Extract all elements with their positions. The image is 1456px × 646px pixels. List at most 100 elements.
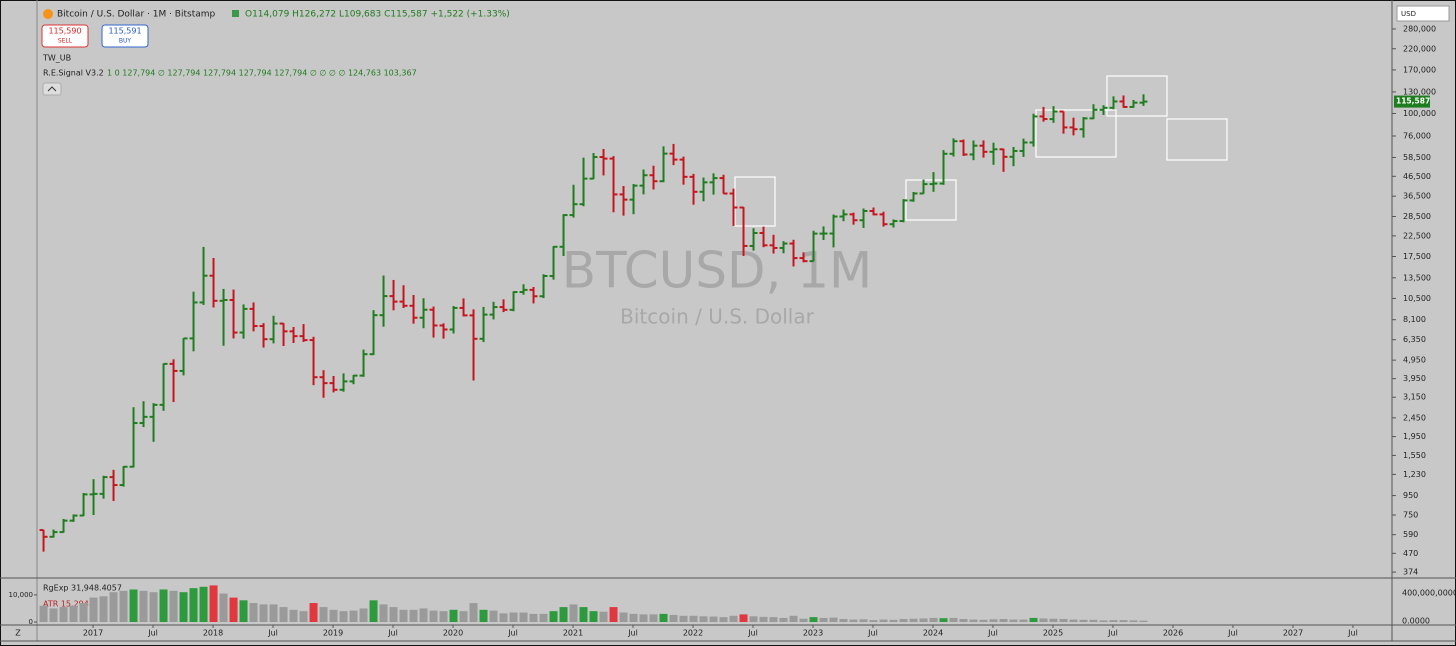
volume-bar bbox=[959, 619, 968, 622]
volume-bar bbox=[99, 596, 108, 622]
volume-bar bbox=[419, 608, 428, 622]
volume-bar bbox=[969, 619, 978, 622]
x-tick-label: 2027 bbox=[1283, 629, 1303, 638]
x-tick-label: 2023 bbox=[803, 629, 823, 638]
volume-bar bbox=[789, 615, 798, 622]
volume-bar bbox=[679, 615, 688, 622]
volume-bar bbox=[239, 600, 248, 622]
signal-name: R.E.Signal V3.2 bbox=[43, 69, 104, 78]
coin-icon bbox=[43, 9, 53, 19]
y-tick-label: 1,950 bbox=[1403, 432, 1426, 441]
volume-bar bbox=[429, 610, 438, 622]
volume-bar bbox=[659, 613, 668, 622]
y-tick-label: 28,500 bbox=[1403, 212, 1431, 221]
volume-bar bbox=[1029, 617, 1038, 622]
volume-bar bbox=[489, 610, 498, 622]
volume-bar bbox=[649, 614, 658, 622]
volume-bar bbox=[449, 609, 458, 622]
volume-bar bbox=[259, 604, 268, 622]
volume-bar bbox=[599, 611, 608, 622]
x-tick-label: Jul bbox=[507, 629, 518, 638]
volume-bar bbox=[1099, 620, 1108, 622]
x-tick-label: 2018 bbox=[203, 629, 223, 638]
volume-bar bbox=[699, 616, 708, 622]
x-tick-label: Jul bbox=[987, 629, 998, 638]
volume-bar bbox=[1129, 620, 1138, 622]
volume-bar bbox=[389, 607, 398, 622]
volume-bar bbox=[569, 604, 578, 622]
currency-select[interactable] bbox=[1396, 5, 1450, 22]
volume-bar bbox=[779, 617, 788, 622]
volume-bar bbox=[549, 611, 558, 622]
x-tick-label: 2024 bbox=[923, 629, 943, 638]
right-pane-tick: 400,000,0000 bbox=[1402, 589, 1456, 598]
volume-label: RgExp 31,948.4057 bbox=[43, 584, 122, 593]
volume-bar bbox=[189, 588, 198, 622]
price-marker bbox=[1394, 95, 1430, 108]
volume-bar bbox=[299, 611, 308, 622]
volume-bar bbox=[499, 613, 508, 622]
volume-bar bbox=[559, 607, 568, 622]
volume-bar bbox=[769, 617, 778, 622]
volume-bar bbox=[759, 616, 768, 622]
volume-bar bbox=[149, 592, 158, 622]
range-box bbox=[1166, 118, 1228, 161]
x-tick-label: Jul bbox=[1227, 629, 1238, 638]
range-box bbox=[1035, 109, 1117, 158]
y-tick-label: 3,950 bbox=[1403, 374, 1426, 383]
volume-bar bbox=[159, 589, 168, 622]
volume-bar bbox=[459, 611, 468, 622]
y-tick-label: 170,000 bbox=[1403, 65, 1436, 74]
volume-bar bbox=[669, 614, 678, 622]
volume-bar bbox=[59, 607, 68, 622]
x-tick-label: 2022 bbox=[683, 629, 703, 638]
y-tick-label: 22,500 bbox=[1403, 231, 1431, 240]
volume-bar bbox=[169, 590, 178, 622]
volume-bar bbox=[229, 597, 238, 622]
y-tick-label: 2,450 bbox=[1403, 413, 1426, 422]
y-tick-label: 1,230 bbox=[1403, 470, 1426, 479]
volume-bar bbox=[39, 605, 48, 622]
volume-bar bbox=[509, 612, 518, 622]
y-tick-label: 76,000 bbox=[1403, 131, 1431, 140]
volume-bar bbox=[799, 618, 808, 622]
x-tick-label: 2025 bbox=[1043, 629, 1063, 638]
volume-bar bbox=[899, 619, 908, 622]
volume-tick-label: 0 bbox=[29, 618, 33, 626]
volume-bar bbox=[1009, 619, 1018, 622]
volume-bar bbox=[109, 592, 118, 622]
volume-bar bbox=[1049, 618, 1058, 622]
volume-bar bbox=[219, 593, 228, 622]
buy-button[interactable] bbox=[101, 24, 149, 48]
volume-bar bbox=[379, 604, 388, 622]
volume-bar bbox=[1119, 620, 1128, 622]
volume-bar bbox=[369, 600, 378, 622]
volume-bar bbox=[309, 603, 318, 622]
x-tick-label: Jul bbox=[867, 629, 878, 638]
y-tick-label: 8,100 bbox=[1403, 315, 1426, 324]
x-tick-label: Jul bbox=[1347, 629, 1358, 638]
volume-bar bbox=[69, 605, 78, 622]
x-tick-label: 2019 bbox=[323, 629, 343, 638]
collapse-button[interactable] bbox=[42, 82, 62, 96]
volume-bar bbox=[909, 618, 918, 622]
volume-bar bbox=[919, 618, 928, 622]
y-tick-label: 3,150 bbox=[1403, 393, 1426, 402]
volume-bar bbox=[939, 618, 948, 622]
x-tick-label: Jul bbox=[1107, 629, 1118, 638]
volume-bar bbox=[609, 607, 618, 622]
volume-bar bbox=[269, 604, 278, 622]
symbol-title: Bitcoin / U.S. Dollar · 1M · Bitstamp bbox=[57, 10, 216, 20]
y-tick-label: 6,350 bbox=[1403, 335, 1426, 344]
sell-price: 115,590 bbox=[48, 27, 81, 36]
volume-bar bbox=[519, 612, 528, 622]
volume-bar bbox=[869, 620, 878, 622]
y-tick-label: 130,000 bbox=[1403, 87, 1436, 96]
volume-bar bbox=[1069, 619, 1078, 622]
volume-bar bbox=[339, 611, 348, 622]
buy-label: BUY bbox=[119, 38, 132, 45]
x-tick-label: 2026 bbox=[1163, 629, 1183, 638]
volume-bar bbox=[399, 609, 408, 622]
volume-bar bbox=[889, 619, 898, 622]
sell-button[interactable] bbox=[41, 24, 89, 48]
